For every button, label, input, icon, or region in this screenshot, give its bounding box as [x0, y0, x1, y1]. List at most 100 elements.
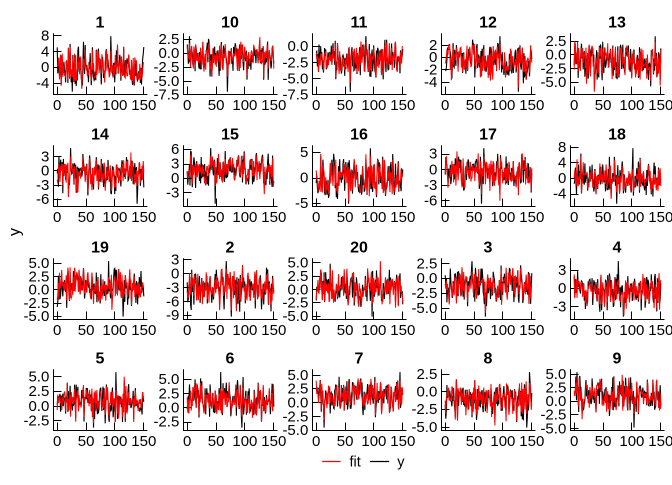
- svg-text:0: 0: [53, 433, 61, 450]
- svg-text:-5: -5: [295, 195, 308, 212]
- svg-text:8: 8: [484, 351, 493, 368]
- svg-text:100: 100: [490, 322, 515, 339]
- svg-text:2.5: 2.5: [28, 383, 49, 400]
- svg-text:-4: -4: [553, 186, 566, 203]
- svg-text:-3: -3: [553, 298, 566, 315]
- svg-text:150: 150: [519, 322, 544, 339]
- svg-text:2.5: 2.5: [28, 268, 49, 285]
- svg-text:-4: -4: [424, 74, 437, 91]
- svg-text:0: 0: [558, 170, 566, 187]
- svg-text:50: 50: [337, 322, 354, 339]
- svg-text:50: 50: [595, 97, 612, 114]
- svg-text:0.0: 0.0: [287, 395, 308, 412]
- svg-text:0: 0: [183, 322, 191, 339]
- svg-text:0: 0: [183, 97, 191, 114]
- svg-text:0.0: 0.0: [416, 270, 437, 287]
- svg-text:4: 4: [558, 155, 566, 172]
- svg-text:100: 100: [232, 97, 257, 114]
- svg-text:0: 0: [312, 322, 320, 339]
- svg-text:0: 0: [312, 209, 320, 226]
- svg-text:-5.0: -5.0: [282, 71, 308, 88]
- svg-text:100: 100: [619, 322, 644, 339]
- svg-text:100: 100: [361, 97, 386, 114]
- svg-text:0.0: 0.0: [416, 384, 437, 401]
- svg-text:7: 7: [355, 351, 364, 368]
- svg-text:100: 100: [102, 209, 127, 226]
- svg-text:9: 9: [613, 351, 622, 368]
- svg-text:50: 50: [208, 209, 225, 226]
- svg-text:100: 100: [490, 433, 515, 450]
- svg-text:0.0: 0.0: [545, 47, 566, 64]
- svg-text:20: 20: [350, 240, 368, 257]
- svg-text:15: 15: [221, 127, 239, 144]
- svg-text:0: 0: [570, 209, 578, 226]
- svg-text:50: 50: [337, 433, 354, 450]
- svg-text:0: 0: [41, 163, 49, 180]
- svg-text:0: 0: [570, 433, 578, 450]
- svg-text:150: 150: [390, 209, 415, 226]
- svg-text:5.0: 5.0: [28, 368, 49, 385]
- svg-text:-2.5: -2.5: [23, 295, 49, 312]
- svg-text:0: 0: [441, 433, 449, 450]
- svg-text:-3: -3: [166, 185, 179, 202]
- svg-text:50: 50: [595, 322, 612, 339]
- svg-text:100: 100: [361, 433, 386, 450]
- svg-text:150: 150: [261, 209, 286, 226]
- svg-text:0: 0: [171, 170, 179, 187]
- svg-text:50: 50: [466, 97, 483, 114]
- svg-text:0: 0: [312, 433, 320, 450]
- svg-text:50: 50: [208, 322, 225, 339]
- svg-text:0.0: 0.0: [28, 282, 49, 299]
- svg-text:5: 5: [300, 144, 308, 161]
- svg-text:2.5: 2.5: [158, 31, 179, 48]
- svg-text:-3: -3: [166, 279, 179, 296]
- svg-text:14: 14: [91, 127, 109, 144]
- svg-text:-2.5: -2.5: [282, 295, 308, 312]
- svg-text:y: y: [397, 454, 405, 470]
- svg-text:0.0: 0.0: [158, 400, 179, 417]
- svg-text:2: 2: [226, 240, 235, 257]
- svg-text:50: 50: [466, 322, 483, 339]
- svg-text:100: 100: [619, 433, 644, 450]
- svg-text:150: 150: [519, 433, 544, 450]
- svg-text:0: 0: [53, 322, 61, 339]
- svg-text:2.5: 2.5: [416, 255, 437, 272]
- svg-text:150: 150: [648, 433, 672, 450]
- svg-text:50: 50: [78, 433, 95, 450]
- svg-text:50: 50: [208, 97, 225, 114]
- svg-text:5.0: 5.0: [545, 366, 566, 383]
- svg-text:-3: -3: [36, 177, 49, 194]
- svg-text:3: 3: [558, 262, 566, 279]
- svg-text:5.0: 5.0: [287, 255, 308, 272]
- svg-text:100: 100: [232, 433, 257, 450]
- svg-text:50: 50: [466, 209, 483, 226]
- svg-text:-2.5: -2.5: [411, 401, 437, 418]
- svg-text:150: 150: [261, 433, 286, 450]
- svg-text:50: 50: [337, 97, 354, 114]
- svg-text:-2.5: -2.5: [540, 60, 566, 77]
- svg-text:2.5: 2.5: [545, 33, 566, 50]
- svg-text:-7.5: -7.5: [153, 86, 179, 103]
- svg-text:-5.0: -5.0: [540, 420, 566, 437]
- svg-text:150: 150: [648, 97, 672, 114]
- svg-text:13: 13: [608, 15, 626, 32]
- svg-text:0: 0: [53, 209, 61, 226]
- svg-text:18: 18: [608, 127, 626, 144]
- svg-text:0: 0: [41, 59, 49, 76]
- svg-text:50: 50: [595, 433, 612, 450]
- svg-text:5.0: 5.0: [28, 255, 49, 272]
- svg-text:0: 0: [300, 170, 308, 187]
- svg-text:-7.5: -7.5: [282, 86, 308, 103]
- svg-text:0: 0: [312, 97, 320, 114]
- svg-text:150: 150: [390, 433, 415, 450]
- svg-text:4: 4: [41, 43, 49, 60]
- svg-text:-2.5: -2.5: [23, 413, 49, 430]
- svg-text:100: 100: [361, 322, 386, 339]
- svg-text:6: 6: [226, 351, 235, 368]
- svg-text:-4: -4: [36, 75, 49, 92]
- svg-text:100: 100: [102, 97, 127, 114]
- svg-text:-9: -9: [166, 307, 179, 324]
- svg-text:150: 150: [519, 209, 544, 226]
- svg-text:4: 4: [613, 240, 622, 257]
- svg-text:100: 100: [619, 209, 644, 226]
